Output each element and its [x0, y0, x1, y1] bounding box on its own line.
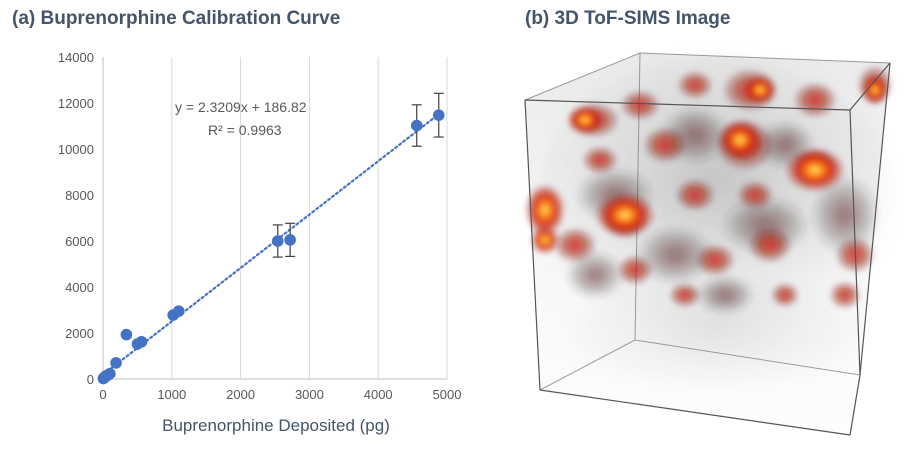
data-point: [271, 235, 284, 247]
y-tick-label: 10000: [58, 142, 94, 157]
data-points: [97, 109, 445, 385]
x-tick-label: 4000: [364, 387, 393, 402]
y-tick-label: 4000: [65, 280, 94, 295]
r-squared-label: R² = 0.9963: [208, 122, 282, 138]
y-tick-label: 6000: [65, 234, 94, 249]
trendline-layer: [101, 113, 440, 376]
data-point: [432, 109, 445, 121]
data-point: [120, 328, 133, 341]
x-axis-label: Buprenorphine Deposited (pg): [162, 416, 390, 435]
x-tick-label: 3000: [295, 387, 324, 402]
tick-labels: 0 1000 2000 3000 4000 5000 0 2000 4000 6000 8000 10…: [58, 50, 462, 402]
data-point: [284, 234, 296, 246]
cube-front-edges: [524, 62, 891, 436]
error-bars: [272, 92, 444, 258]
x-tick-label: 5000: [433, 387, 462, 402]
x-tick-label: 0: [99, 387, 106, 402]
x-tick-label: 2000: [226, 387, 255, 402]
x-tick-label: 1000: [157, 387, 186, 402]
data-point: [110, 357, 122, 369]
data-point: [410, 119, 423, 132]
y-tick-label: 2000: [65, 326, 94, 341]
trendline-equation: y = 2.3209x + 186.82: [175, 99, 307, 115]
y-tick-label: 12000: [58, 96, 94, 111]
data-point: [172, 305, 185, 317]
chart-title: (a) Buprenorphine Calibration Curve: [12, 8, 341, 29]
gridlines: [171, 57, 448, 379]
y-tick-label: 14000: [58, 50, 94, 65]
data-point: [135, 335, 148, 348]
axes: [102, 57, 447, 380]
data-point: [104, 367, 116, 380]
y-tick-label: 0: [87, 372, 94, 387]
hotspots: [553, 65, 893, 309]
bright-cores: [525, 76, 887, 254]
trendline: [101, 113, 440, 376]
calibration-chart: 0 1000 2000 3000 4000 5000 0 2000 4000 6000 8000 10…: [58, 50, 462, 435]
tof-sims-3d-image: [524, 52, 895, 436]
y-tick-label: 8000: [65, 188, 94, 203]
image-title: (b) 3D ToF-SIMS Image: [525, 8, 731, 29]
